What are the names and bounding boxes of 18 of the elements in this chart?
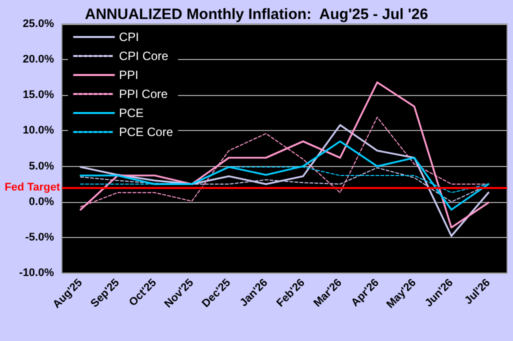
- y-tick-label: 0.0%: [28, 196, 54, 208]
- y-tick-label: 5.0%: [28, 160, 54, 172]
- ref-line-label: Fed Target: [4, 182, 60, 194]
- y-tick-label: 15.0%: [22, 89, 54, 102]
- y-tick-label: 25.0%: [22, 18, 54, 30]
- chart-title: ANNUALIZED Monthly Inflation: Aug'25 - Jul '26: [84, 6, 428, 23]
- legend-label: CPI Core: [119, 49, 169, 63]
- legend-label: PPI: [119, 68, 138, 82]
- legend-label: PPI Core: [119, 87, 168, 101]
- y-tick-label: -5.0%: [25, 231, 54, 244]
- y-tick-label: -10.0%: [19, 267, 54, 279]
- y-tick-label: 20.0%: [22, 54, 54, 66]
- legend-label: PCE: [119, 106, 144, 120]
- legend-label: CPI: [119, 30, 140, 44]
- legend-label: PCE Core: [119, 125, 174, 139]
- y-tick-label: 10.0%: [22, 124, 54, 137]
- line-series: [80, 124, 490, 237]
- line-series: [80, 81, 490, 228]
